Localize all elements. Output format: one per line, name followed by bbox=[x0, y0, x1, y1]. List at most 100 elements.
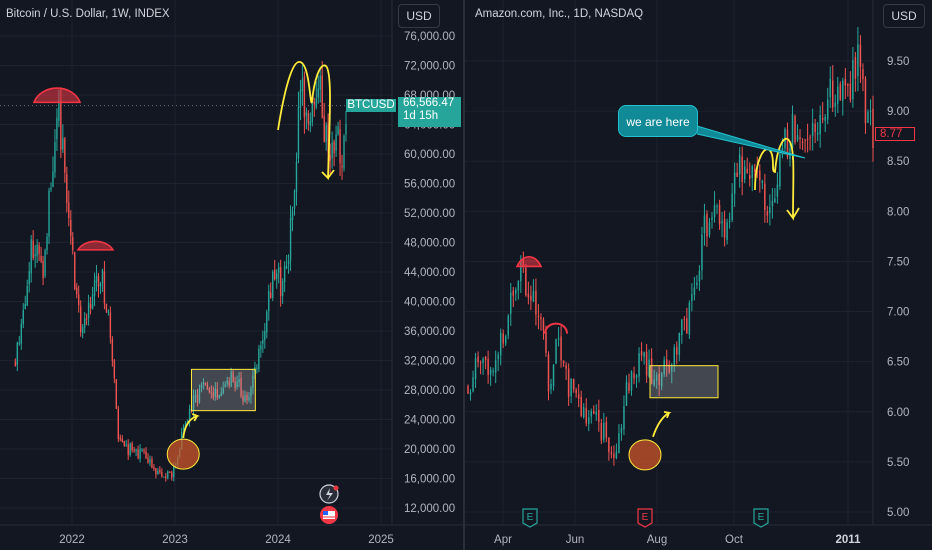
y-tick-label: 8.50 bbox=[887, 156, 909, 168]
candle-body bbox=[317, 88, 319, 98]
candle-body bbox=[303, 76, 306, 118]
candle-body bbox=[149, 459, 151, 463]
yellow-arrow-up bbox=[652, 410, 672, 438]
candle-body bbox=[864, 78, 867, 124]
candle-body bbox=[854, 57, 857, 79]
candle-body bbox=[867, 111, 869, 123]
lightning-bolt-shape bbox=[326, 488, 333, 501]
candle-body bbox=[60, 101, 62, 151]
candle-body bbox=[643, 352, 645, 357]
bar-countdown: 1d 15h bbox=[403, 110, 439, 122]
candle-body bbox=[147, 457, 149, 463]
candle-body bbox=[595, 411, 598, 415]
candle-body bbox=[281, 280, 284, 297]
candle-body bbox=[274, 269, 276, 280]
candle-body bbox=[307, 113, 310, 124]
candle-body bbox=[751, 166, 754, 178]
candle-body bbox=[81, 327, 84, 334]
candle-body bbox=[97, 276, 100, 287]
candle-body bbox=[477, 356, 479, 363]
candle-body bbox=[264, 330, 266, 340]
candle-body bbox=[93, 280, 96, 296]
currency-button[interactable]: USD bbox=[883, 4, 925, 28]
candle-body bbox=[872, 108, 874, 149]
bitcoin-chart-canvas[interactable]: 76,000.0072,000.0068,000.0064,000.0060,0… bbox=[0, 0, 464, 550]
candle-body bbox=[188, 408, 191, 421]
candle-body bbox=[119, 437, 121, 440]
last-price-tag: 66,566.47 1d 15h bbox=[398, 97, 461, 127]
y-tick-label: 5.50 bbox=[887, 457, 909, 469]
candle-body bbox=[210, 391, 213, 393]
pane-divider[interactable] bbox=[463, 0, 465, 550]
candle-body bbox=[66, 174, 68, 204]
candle-body bbox=[716, 206, 718, 208]
shoulder-arc bbox=[544, 322, 568, 334]
candle-body bbox=[555, 339, 557, 364]
candle-body bbox=[658, 373, 660, 386]
bitcoin-chart-pane[interactable]: 76,000.0072,000.0068,000.0064,000.0060,0… bbox=[0, 0, 464, 550]
candle-body bbox=[587, 417, 590, 424]
candle-body bbox=[711, 217, 713, 221]
candle-body bbox=[70, 219, 72, 236]
x-tick-label: 2022 bbox=[59, 534, 85, 546]
candle-body bbox=[268, 291, 270, 312]
candle-body bbox=[492, 371, 494, 373]
candle-body bbox=[48, 190, 50, 237]
candle-body bbox=[676, 347, 678, 355]
candle-body bbox=[252, 375, 254, 389]
candle-body bbox=[135, 449, 137, 452]
candle-body bbox=[266, 311, 268, 333]
candle-body bbox=[560, 336, 562, 361]
amazon-chart-pane[interactable]: 9.50 9.00 8.50 8.00 7.50 7.00 6.50 6.00 5.50 5.00… bbox=[465, 0, 932, 550]
candle-body bbox=[721, 221, 723, 224]
candle-body bbox=[708, 222, 711, 236]
candle-body bbox=[733, 172, 736, 194]
candle-body bbox=[701, 234, 703, 271]
candle-body bbox=[791, 114, 794, 149]
y-tick-label: 44,000.00 bbox=[404, 267, 455, 279]
callout-label[interactable]: we are here bbox=[618, 105, 698, 137]
candle-body bbox=[769, 207, 771, 214]
candle-body bbox=[613, 453, 615, 459]
candle-body bbox=[339, 129, 341, 164]
candle-body bbox=[852, 60, 854, 100]
candle-body bbox=[18, 343, 21, 345]
candle-body bbox=[232, 372, 234, 383]
candle-body bbox=[638, 353, 640, 377]
candle-body bbox=[497, 354, 499, 360]
candle-body bbox=[703, 215, 706, 234]
earnings-marker-shape bbox=[753, 508, 769, 528]
candle-body bbox=[277, 267, 280, 273]
candle-body bbox=[91, 294, 94, 309]
candle-body bbox=[796, 135, 799, 141]
candle-body bbox=[625, 381, 628, 406]
candle-body bbox=[214, 388, 217, 397]
y-tick-label: 40,000.00 bbox=[404, 297, 455, 309]
y-tick-label: 72,000.00 bbox=[404, 61, 455, 73]
candle-body bbox=[240, 378, 242, 397]
candle-body bbox=[628, 382, 630, 391]
candle-body bbox=[345, 124, 347, 135]
candle-body bbox=[234, 381, 236, 389]
candle-body bbox=[309, 121, 312, 126]
candles-group bbox=[467, 26, 874, 466]
candle-body bbox=[743, 166, 746, 180]
amazon-chart-canvas[interactable]: 9.50 9.00 8.50 8.00 7.50 7.00 6.50 6.00 5.50 5.00… bbox=[465, 0, 932, 550]
y-tick-label: 24,000.00 bbox=[404, 415, 455, 427]
candle-body bbox=[220, 392, 222, 397]
y-tick-label: 5.00 bbox=[887, 507, 909, 519]
candle-body bbox=[200, 384, 203, 389]
candle-body bbox=[741, 156, 743, 182]
candle-body bbox=[111, 338, 114, 362]
candle-body bbox=[186, 420, 189, 423]
candle-body bbox=[72, 237, 74, 251]
candle-body bbox=[834, 102, 837, 107]
candle-body bbox=[173, 464, 175, 477]
candle-body bbox=[512, 290, 515, 296]
consolidation-box bbox=[190, 368, 256, 412]
currency-button[interactable]: USD bbox=[398, 4, 440, 28]
candle-body bbox=[244, 395, 246, 402]
candle-body bbox=[208, 388, 211, 392]
candle-body bbox=[297, 106, 300, 159]
